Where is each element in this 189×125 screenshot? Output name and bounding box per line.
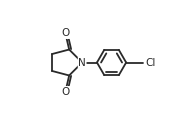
Text: O: O (61, 86, 70, 97)
Text: N: N (78, 58, 86, 68)
Text: Cl: Cl (146, 58, 156, 68)
Text: O: O (61, 28, 70, 38)
